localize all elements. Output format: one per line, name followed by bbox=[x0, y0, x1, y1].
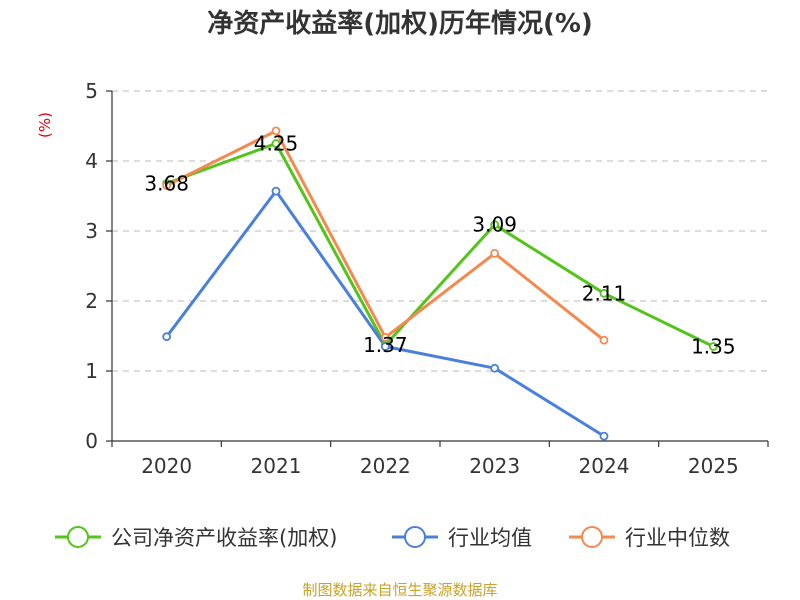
legend-item[interactable]: 行业均值 bbox=[392, 526, 532, 550]
data-point bbox=[599, 431, 609, 441]
data-point bbox=[271, 126, 281, 136]
data-point bbox=[271, 139, 281, 148]
legend-marker bbox=[404, 526, 426, 548]
data-point bbox=[380, 332, 390, 342]
legend-label: 行业中位数 bbox=[625, 526, 730, 550]
legend-item[interactable]: 行业中位数 bbox=[569, 526, 730, 550]
data-label: 3.09 bbox=[472, 213, 517, 237]
grid bbox=[112, 90, 768, 372]
x-tick-label: 2023 bbox=[469, 454, 520, 478]
series-layer bbox=[162, 126, 718, 441]
data-label: 1.35 bbox=[691, 335, 736, 359]
y-tick-label: 2 bbox=[85, 289, 98, 313]
data-point bbox=[271, 186, 281, 196]
data-label: 1.37 bbox=[363, 333, 408, 357]
y-tick-label: 1 bbox=[85, 359, 98, 383]
legend-label: 公司净资产收益率(加权) bbox=[111, 526, 337, 550]
data-point bbox=[380, 342, 390, 351]
legend[interactable]: 公司净资产收益率(加权) 行业均值 行业中位数 bbox=[55, 526, 730, 550]
y-axis-label: (%) bbox=[36, 112, 54, 138]
data-point bbox=[490, 220, 500, 230]
legend-marker bbox=[67, 526, 89, 548]
axes: 0 1 2 3 4 5 2020 2021 2022 2023 2024 2025 bbox=[85, 79, 769, 478]
data-point bbox=[490, 248, 500, 258]
data-point bbox=[599, 335, 609, 345]
x-tick-label: 2024 bbox=[579, 454, 630, 478]
data-point bbox=[708, 342, 718, 351]
data-point bbox=[599, 288, 609, 298]
series-line bbox=[165, 129, 605, 342]
series-line bbox=[165, 189, 605, 438]
data-labels: 3.68 4.25 1.37 3.09 2.11 1.35 bbox=[144, 132, 735, 359]
data-point bbox=[162, 332, 172, 342]
legend-item[interactable]: 公司净资产收益率(加权) bbox=[55, 526, 337, 550]
data-point bbox=[162, 181, 172, 190]
data-label: 3.68 bbox=[144, 171, 189, 195]
legend-label: 行业均值 bbox=[448, 526, 532, 550]
x-tick-label: 2020 bbox=[141, 454, 192, 478]
legend-marker bbox=[581, 526, 603, 548]
data-label: 2.11 bbox=[582, 281, 627, 305]
y-tick-label: 4 bbox=[85, 149, 98, 173]
x-tick-label: 2022 bbox=[360, 454, 411, 478]
series-line bbox=[166, 142, 714, 348]
data-point bbox=[490, 363, 500, 373]
data-label: 4.25 bbox=[254, 132, 299, 156]
y-tick-label: 3 bbox=[85, 219, 98, 243]
x-tick-label: 2021 bbox=[251, 454, 302, 478]
y-tick-label: 0 bbox=[85, 429, 98, 453]
chart-title: 净资产收益率(加权)历年情况(%) bbox=[207, 8, 593, 39]
source-note: 制图数据来自恒生聚源数据库 bbox=[302, 581, 497, 599]
y-tick-label: 5 bbox=[85, 79, 98, 103]
x-tick-label: 2025 bbox=[688, 454, 739, 478]
